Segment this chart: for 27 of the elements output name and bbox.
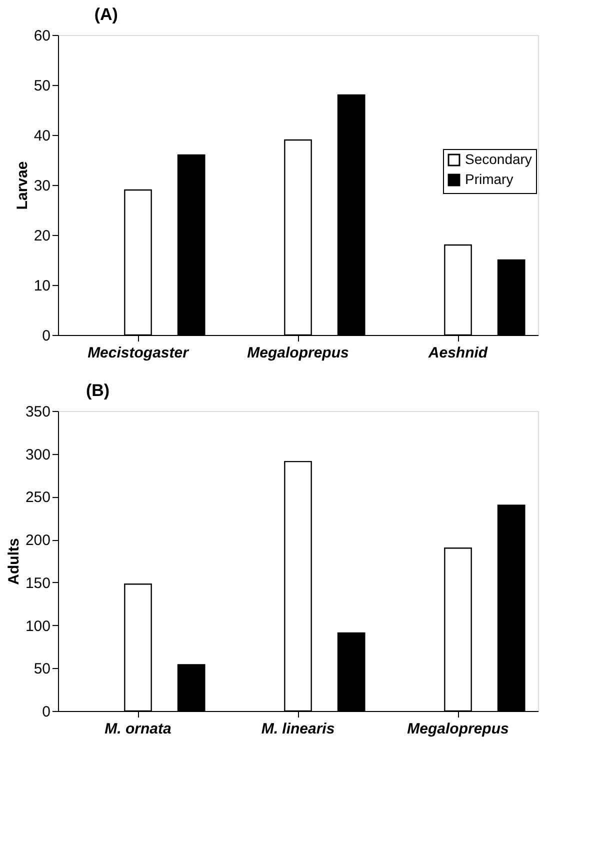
legend-label: Primary <box>465 171 514 187</box>
x-tick-label: Megaloprepus <box>407 720 509 738</box>
y-tick-label: 0 <box>42 704 50 720</box>
y-tick-label: 300 <box>25 446 50 464</box>
y-tick-label: 30 <box>34 178 50 194</box>
y-tick-label: 250 <box>25 489 50 506</box>
x-tick-label: Aeshnid <box>427 344 488 362</box>
y-tick-label: 50 <box>34 78 50 94</box>
y-tick-label: 20 <box>34 228 50 244</box>
chart-title: (B) <box>86 381 110 400</box>
y-axis-title: Larvae <box>14 161 31 210</box>
y-tick-label: 50 <box>34 660 50 678</box>
legend-label: Secondary <box>465 151 532 167</box>
x-tick-label: M. linearis <box>261 720 335 738</box>
y-tick-label: 150 <box>25 574 50 592</box>
y-tick-label: 60 <box>34 28 50 44</box>
y-tick-label: 0 <box>42 328 50 344</box>
x-tick-label: Mecistogaster <box>88 344 190 362</box>
y-tick-label: 10 <box>34 278 50 294</box>
y-tick-label: 350 <box>25 404 50 420</box>
chart-title: (A) <box>94 5 118 24</box>
y-tick-label: 200 <box>25 532 50 550</box>
x-tick-label: M. ornata <box>104 720 172 738</box>
y-tick-label: 100 <box>25 618 50 635</box>
y-axis-title: Adults <box>5 538 22 585</box>
x-tick-label: Megaloprepus <box>247 344 349 362</box>
y-tick-label: 40 <box>34 128 50 144</box>
